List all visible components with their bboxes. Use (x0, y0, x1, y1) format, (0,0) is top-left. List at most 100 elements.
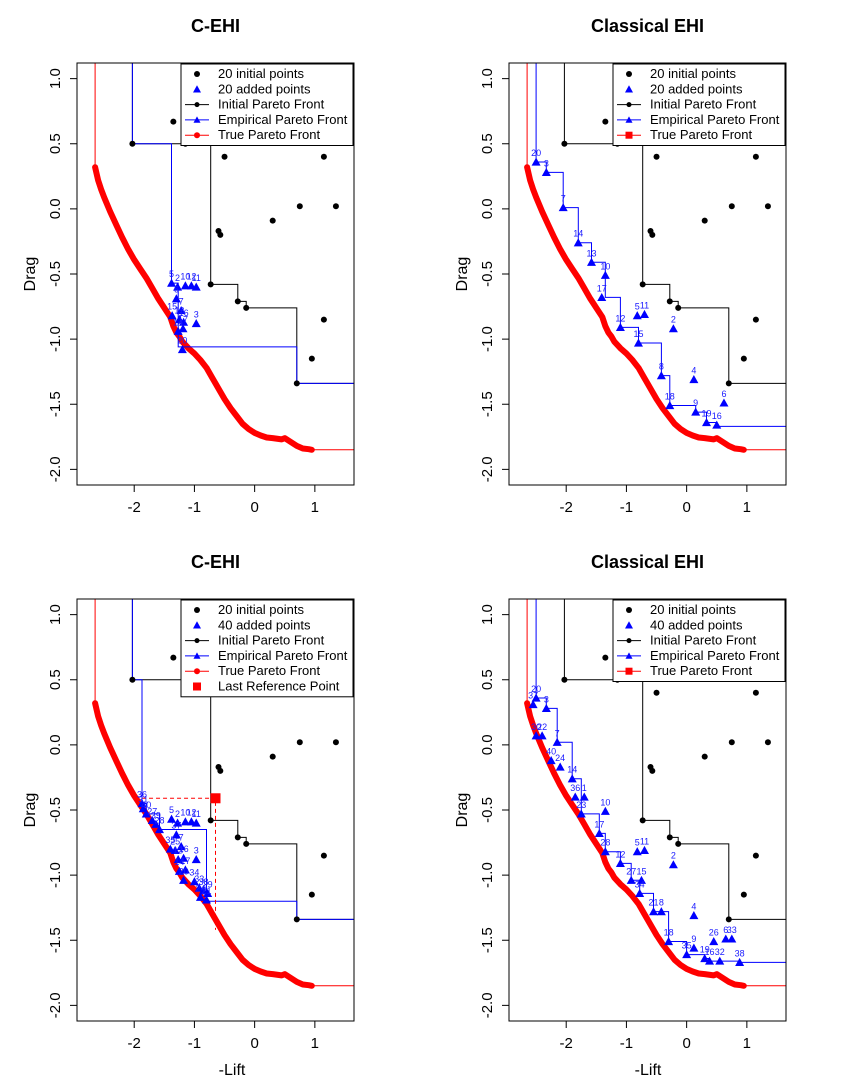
added-point (177, 345, 187, 354)
added-point (668, 860, 678, 869)
legend-reference-point-marker (193, 682, 201, 691)
legend-initial-front-marker (194, 638, 200, 644)
legend-label: Empirical Pareto Front (650, 112, 780, 127)
y-tick-label: -2.0 (479, 992, 496, 1018)
added-point (712, 420, 722, 429)
legend-empirical-front-marker (625, 116, 633, 123)
initial-point (639, 817, 646, 824)
initial-point (332, 739, 339, 746)
added-point (537, 731, 547, 740)
initial-point (234, 834, 241, 841)
initial-point (725, 380, 732, 387)
initial-point (675, 840, 682, 847)
x-axis-label-right: -Lift (635, 1062, 662, 1079)
added-point-label: 29 (203, 879, 213, 889)
panel-1: C-EHI Drag -2 -1 0 1 -2.0 -1.5 -1.0 -0.5 0.0 0.5 1.0… (22, 16, 355, 516)
initial-point (653, 689, 660, 696)
legend-label: True Pareto Front (218, 127, 321, 142)
x-tick-label: -1 (188, 1035, 201, 1052)
added-point-label: 3 (544, 158, 549, 168)
legend-true-front-marker (625, 667, 633, 675)
added-point-label: 2 (175, 809, 180, 819)
legend-label: 40 added points (218, 617, 311, 632)
y-tick-label: 1.0 (479, 68, 496, 89)
added-point-label: 11 (640, 300, 649, 310)
plot-frame (76, 598, 355, 1022)
y-tick-label: -2.0 (47, 456, 64, 482)
y-tick-label: -1.5 (47, 391, 64, 417)
added-point-label: 27 (626, 866, 636, 876)
y-tick-label: 0.0 (479, 198, 496, 219)
added-point (173, 818, 183, 827)
panel-4: Classical EHI Drag -2 -1 0 1 -2.0 -1.5 -1.0 -0.5 0… (454, 552, 787, 1052)
added-point-label: 19 (700, 944, 710, 954)
added-point-label: 7 (179, 832, 184, 842)
y-axis-label: Drag (454, 257, 471, 292)
y-tick-label: -2.0 (479, 456, 496, 482)
added-point-label: 8 (659, 898, 664, 908)
added-point-label: 2 (671, 315, 676, 325)
added-point-label: 5 (169, 805, 174, 815)
added-point-label: 5 (635, 302, 640, 312)
added-point-label: 20 (531, 148, 541, 158)
added-point (735, 957, 745, 966)
added-point (176, 841, 186, 851)
initial-point (170, 118, 177, 125)
y-tick-label: -0.5 (479, 797, 496, 823)
legend-true-front-marker (194, 132, 200, 139)
added-point (632, 847, 642, 856)
initial-point (221, 153, 228, 160)
panel-title: Classical EHI (591, 16, 704, 36)
added-point (558, 203, 568, 212)
added-point (600, 806, 610, 815)
legend-initial-points-marker (626, 71, 632, 77)
added-point (180, 281, 190, 290)
added-point (656, 371, 666, 380)
legend-label: Empirical Pareto Front (218, 112, 348, 127)
y-tick-label: -1.0 (479, 862, 496, 888)
added-point-label: 28 (154, 816, 164, 826)
legend-initial-points-marker (626, 607, 632, 613)
initial-point (752, 316, 759, 323)
added-point (151, 819, 161, 828)
added-point-label: 40 (141, 800, 151, 810)
y-axis-label: Drag (22, 793, 39, 828)
added-point-label: 7 (179, 296, 184, 306)
initial-point (293, 916, 300, 923)
legend-label: 20 added points (650, 81, 743, 96)
legend-label: 40 added points (650, 617, 743, 632)
y-tick-label: 1.0 (47, 68, 64, 89)
added-point (180, 817, 190, 826)
last-reference-point (210, 793, 221, 804)
initial-point (649, 231, 656, 238)
legend-added-points-marker (625, 85, 633, 93)
added-point (682, 950, 692, 959)
y-tick-label: -1.5 (479, 391, 496, 417)
added-point-label: 17 (594, 819, 604, 829)
added-point-label: 6 (721, 389, 726, 399)
added-point-label: 12 (186, 808, 196, 818)
added-point-label: 14 (173, 317, 183, 327)
initial-point (296, 203, 303, 210)
added-point (649, 907, 659, 916)
added-point-label: 3 (544, 694, 549, 704)
added-point (555, 762, 565, 771)
added-point (600, 270, 610, 279)
added-point-label: 14 (573, 229, 583, 239)
initial-point (308, 891, 315, 898)
legend-initial-points-marker (194, 71, 200, 77)
added-point-label: 24 (555, 753, 565, 763)
added-point-label: 15 (636, 866, 646, 876)
empirical-pareto-front (131, 63, 354, 384)
y-axis-label: Drag (22, 257, 39, 292)
y-tick-label: -1.0 (47, 326, 64, 352)
added-point (531, 731, 541, 740)
added-point (541, 703, 551, 713)
added-point (567, 774, 577, 783)
added-point-label: 10 (180, 272, 190, 282)
initial-point (320, 153, 327, 160)
x-tick-label: -2 (560, 1035, 573, 1052)
y-tick-label: -0.5 (47, 261, 64, 287)
